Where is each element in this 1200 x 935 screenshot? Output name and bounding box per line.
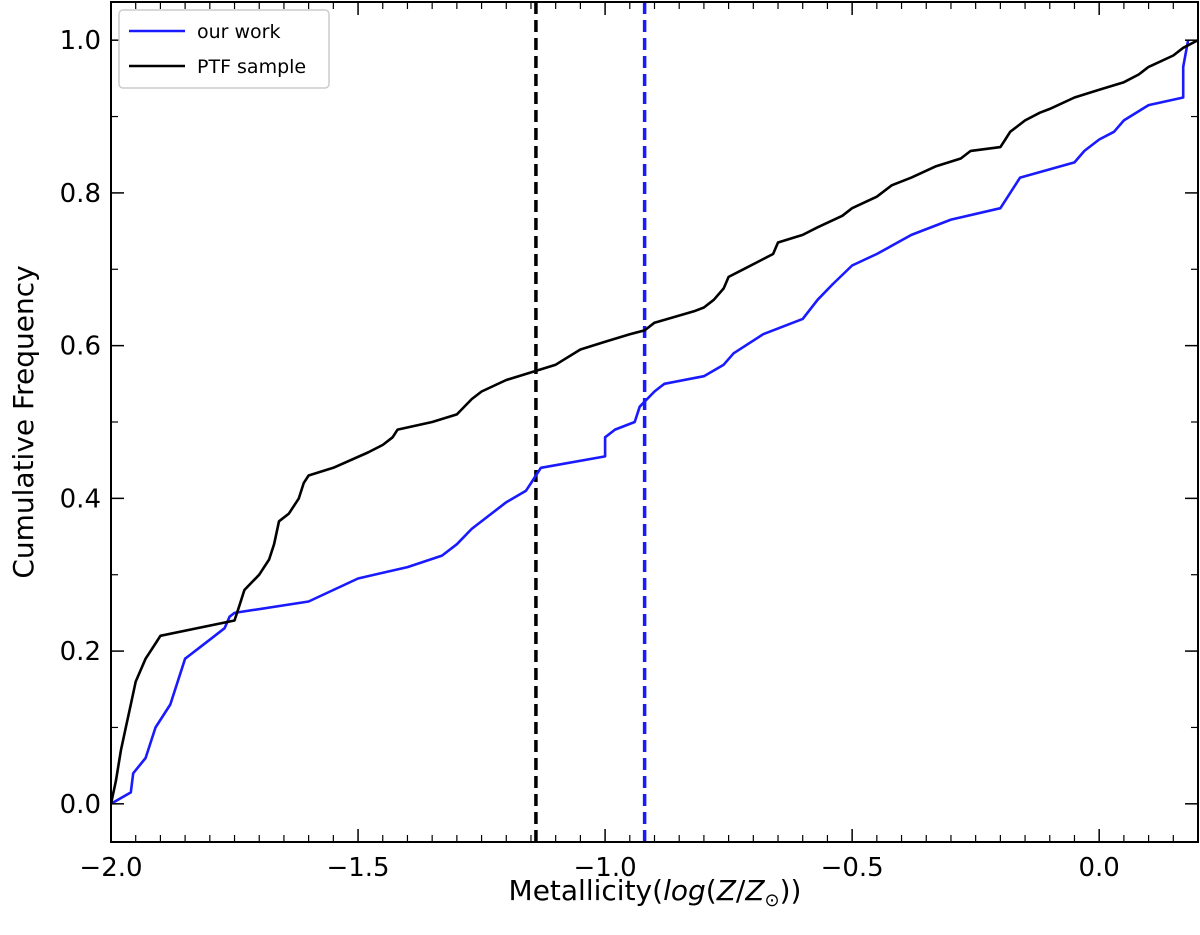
- legend: our work PTF sample: [118, 9, 330, 89]
- x-axis-label: Metallicity(log(Z/Z⊙)): [509, 874, 802, 911]
- y-tick-label: 0.2: [60, 637, 101, 667]
- x-tick-label: −1.5: [326, 853, 389, 883]
- axis-ticks: −2.0 −1.5 −1.0 −0.5 0.0 0.0 0.2 0.4 0.6 0.8 1.0: [60, 2, 1199, 883]
- series-line-0: [111, 39, 1190, 805]
- plot-frame: [110, 1, 1199, 843]
- x-tick-label: −2.0: [79, 853, 142, 883]
- y-tick-label: 0.6: [60, 332, 101, 362]
- legend-box: [118, 9, 330, 89]
- y-axis-label: Cumulative Frequency: [7, 265, 40, 578]
- x-tick-label: 0.0: [1079, 853, 1120, 883]
- x-tick-label: −0.5: [821, 853, 884, 883]
- y-tick-label: 1.0: [60, 26, 101, 56]
- series-lines: [111, 39, 1198, 805]
- y-tick-label: 0.4: [60, 484, 101, 514]
- series-line-1: [111, 39, 1198, 805]
- y-tick-label: 0.8: [60, 179, 101, 209]
- legend-label-ptf-sample: PTF sample: [197, 56, 306, 78]
- x-tick-label: −1.0: [574, 853, 637, 883]
- legend-label-our-work: our work: [197, 21, 281, 43]
- median-lines: [534, 2, 647, 842]
- y-tick-label: 0.0: [60, 790, 101, 820]
